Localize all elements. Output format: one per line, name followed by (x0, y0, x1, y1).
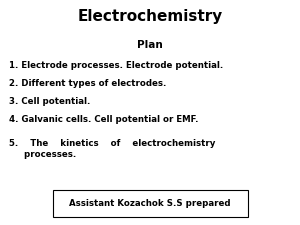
FancyBboxPatch shape (52, 190, 247, 217)
Text: 3. Cell potential.: 3. Cell potential. (9, 97, 90, 106)
Text: Assistant Kozachok S.S prepared: Assistant Kozachok S.S prepared (69, 199, 231, 208)
Text: Electrochemistry: Electrochemistry (77, 9, 223, 24)
Text: Plan: Plan (137, 40, 163, 50)
Text: 2. Different types of electrodes.: 2. Different types of electrodes. (9, 79, 166, 88)
Text: 4. Galvanic cells. Cell potential or EMF.: 4. Galvanic cells. Cell potential or EMF… (9, 115, 199, 124)
Text: 5.    The    kinetics    of    electrochemistry
     processes.: 5. The kinetics of electrochemistry proc… (9, 140, 215, 159)
Text: 1. Electrode processes. Electrode potential.: 1. Electrode processes. Electrode potent… (9, 61, 223, 70)
